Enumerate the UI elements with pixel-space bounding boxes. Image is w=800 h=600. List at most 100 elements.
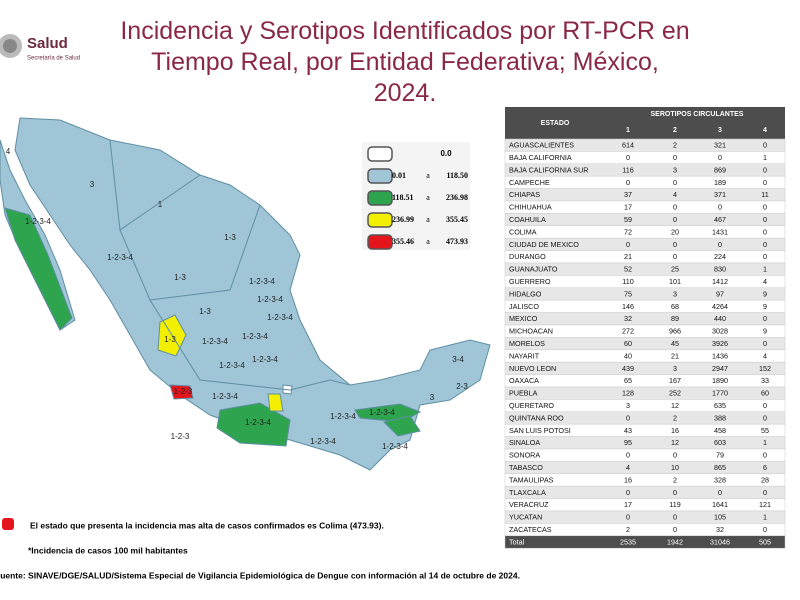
table-row-cell: CAMPECHE <box>509 178 550 187</box>
table-row-cell: 146 <box>622 302 634 311</box>
table-row-cell: 9 <box>763 327 767 336</box>
map-label: 1-2-3-4 <box>212 392 238 401</box>
table-row-cell: BAJA CALIFORNIA SUR <box>509 165 588 174</box>
table-row-cell: 60 <box>624 339 632 348</box>
table-row-cell: 101 <box>669 277 681 286</box>
table-row-cell: 4264 <box>712 302 728 311</box>
map-label: 1-2-3-4 <box>242 332 268 341</box>
table-row-cell: 119 <box>669 500 680 509</box>
legend-to: 473.93 <box>446 237 468 246</box>
table-row-cell: 167 <box>669 376 681 385</box>
table-row-cell: HIDALGO <box>509 289 542 298</box>
table-row-cell: 55 <box>761 426 769 435</box>
map-label: 1-2-3-4 <box>245 418 271 427</box>
table-row-cell: QUERETARO <box>509 401 554 410</box>
map-label: 1-2-3-4 <box>330 412 356 421</box>
table-row-cell: MICHOACAN <box>509 327 553 336</box>
table-row-cell: 635 <box>714 401 726 410</box>
table-row-cell: 0 <box>673 240 677 249</box>
table-row-cell: 0 <box>763 215 767 224</box>
map-label: 1-2-3-4 <box>257 295 283 304</box>
table-row-cell: 252 <box>669 389 681 398</box>
table-row-cell: SONORA <box>509 451 540 460</box>
table-row-cell: 0 <box>626 413 630 422</box>
table-row-cell: DURANGO <box>509 252 546 261</box>
table-row-cell: 4 <box>763 351 767 360</box>
map-label: 1-2-3-4 <box>219 361 245 370</box>
map-region <box>267 393 284 412</box>
table-row-cell: 1 <box>763 513 767 522</box>
map-label: 1-2-3-4 <box>25 217 51 226</box>
table-row-cell: 4 <box>626 463 630 472</box>
map-label: 1-2-3-4 <box>369 408 395 417</box>
table-row-cell: GUANAJUATO <box>509 265 558 274</box>
table-row-bg <box>504 250 786 264</box>
map-label: 1-3 <box>199 307 211 316</box>
table-row-cell: MEXICO <box>509 314 538 323</box>
table-row-cell: 0 <box>763 401 767 410</box>
table-row-cell: 0 <box>763 141 767 150</box>
table-row-cell: 0 <box>763 488 767 497</box>
legend-separator: a <box>426 215 430 224</box>
table-row-cell: GUERRERO <box>509 277 551 286</box>
map-region <box>216 402 291 447</box>
table-header: 4 <box>763 127 767 134</box>
table-row-cell: 20 <box>671 227 679 236</box>
table-row-cell: CHIHUAHUA <box>509 203 552 212</box>
table-row-cell: 2 <box>673 475 677 484</box>
table-row-cell: YUCATAN <box>509 513 542 522</box>
table-row-cell: 1431 <box>712 227 728 236</box>
table-header: 1 <box>626 127 630 134</box>
map-label: 1-2-3-4 <box>202 337 228 346</box>
table-row-cell: 43 <box>624 426 632 435</box>
table-row-cell: 0 <box>673 178 677 187</box>
table-row-cell: 440 <box>714 314 726 323</box>
table-row-cell: 2 <box>673 413 677 422</box>
map-label: 1 <box>158 200 163 209</box>
table-row-cell: 0 <box>763 165 767 174</box>
legend-label: 0.0 <box>440 149 452 158</box>
table-header: ESTADO <box>541 120 570 127</box>
table-row-cell: 224 <box>714 252 726 261</box>
table-row-cell: 0 <box>763 252 767 261</box>
legend-to: 355.45 <box>446 215 468 224</box>
table-row-bg <box>504 337 786 351</box>
map <box>0 117 491 471</box>
map-label: 1-2-3-4 <box>107 253 133 262</box>
map-label: 1-2-3-4 <box>382 442 408 451</box>
table-row-cell: 59 <box>624 215 632 224</box>
table-row-cell: 0 <box>718 153 722 162</box>
table-row-cell: 966 <box>669 327 681 336</box>
table-row-cell: 388 <box>714 413 726 422</box>
table-row-cell: 12 <box>671 438 679 447</box>
table-row-bg <box>504 213 786 227</box>
table-row-cell: NAYARIT <box>509 351 540 360</box>
table-row-cell: 116 <box>622 165 633 174</box>
table-row-cell: 32 <box>716 525 724 534</box>
table-row-cell: 40 <box>624 351 632 360</box>
table-row-cell: 3 <box>673 165 677 174</box>
table-row-cell: 603 <box>714 438 726 447</box>
table-row-cell: 0 <box>673 153 677 162</box>
map-label: 1-3 <box>174 273 186 282</box>
legend-separator: a <box>426 237 430 246</box>
table-row-bg <box>504 448 786 462</box>
map-label: 3 <box>90 180 95 189</box>
map-label: 1-2-3-4 <box>267 313 293 322</box>
table-row-cell: 0 <box>626 513 630 522</box>
table-row-cell: 272 <box>622 327 634 336</box>
table-row-cell: 0 <box>763 314 767 323</box>
table-row-cell: 95 <box>624 438 632 447</box>
table-row-cell: SAN LUIS POTOSI <box>509 426 571 435</box>
table-total-cell: 2535 <box>620 537 636 546</box>
table-row-cell: 9 <box>763 302 767 311</box>
table-row-cell: 45 <box>671 339 679 348</box>
table-row-bg <box>504 461 786 475</box>
table-row-cell: 865 <box>714 463 726 472</box>
legend-swatch <box>367 212 393 228</box>
table-row-cell: JALISCO <box>509 302 539 311</box>
table-row-bg <box>504 485 786 499</box>
table-header-bg <box>505 107 785 139</box>
table-row-cell: 3 <box>626 401 630 410</box>
table-row-bg <box>504 386 786 400</box>
